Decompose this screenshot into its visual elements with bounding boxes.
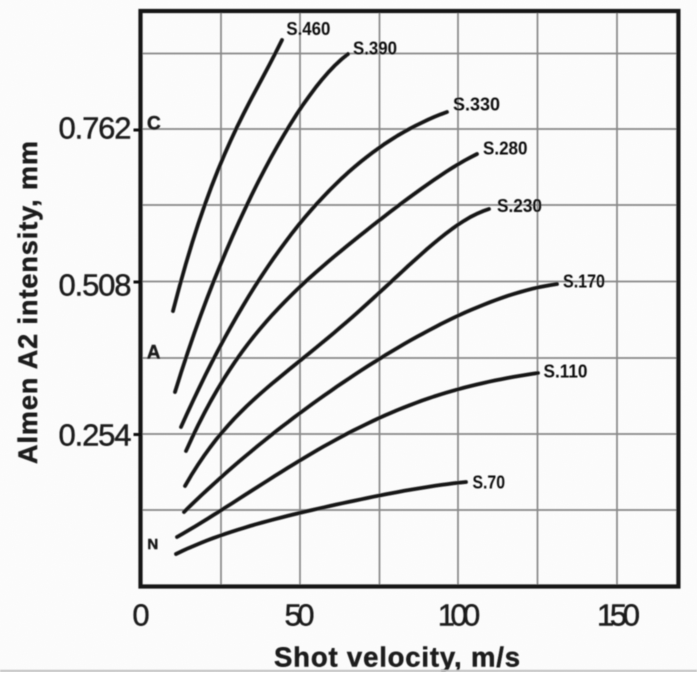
svg-text:150: 150 [597, 598, 640, 633]
svg-text:S.110: S.110 [544, 361, 588, 382]
svg-text:S.460: S.460 [286, 18, 330, 39]
svg-text:A: A [147, 343, 161, 364]
svg-text:S.170: S.170 [563, 271, 605, 292]
svg-text:0.254: 0.254 [59, 418, 132, 453]
svg-text:C: C [147, 114, 161, 135]
svg-text:S.70: S.70 [473, 472, 506, 493]
svg-text:Almen A2 intensity, mm: Almen A2 intensity, mm [13, 141, 43, 464]
svg-text:50: 50 [285, 598, 315, 633]
svg-text:N: N [147, 536, 158, 553]
svg-text:S.330: S.330 [453, 94, 500, 115]
svg-text:Shot velocity, m/s: Shot velocity, m/s [274, 641, 520, 672]
svg-text:100: 100 [438, 598, 481, 633]
svg-text:0.762: 0.762 [59, 111, 132, 146]
svg-text:S.280: S.280 [483, 138, 528, 159]
svg-text:0.508: 0.508 [59, 268, 132, 303]
svg-text:S.230: S.230 [497, 195, 542, 216]
svg-text:0: 0 [132, 598, 149, 633]
svg-text:S.390: S.390 [353, 38, 397, 59]
